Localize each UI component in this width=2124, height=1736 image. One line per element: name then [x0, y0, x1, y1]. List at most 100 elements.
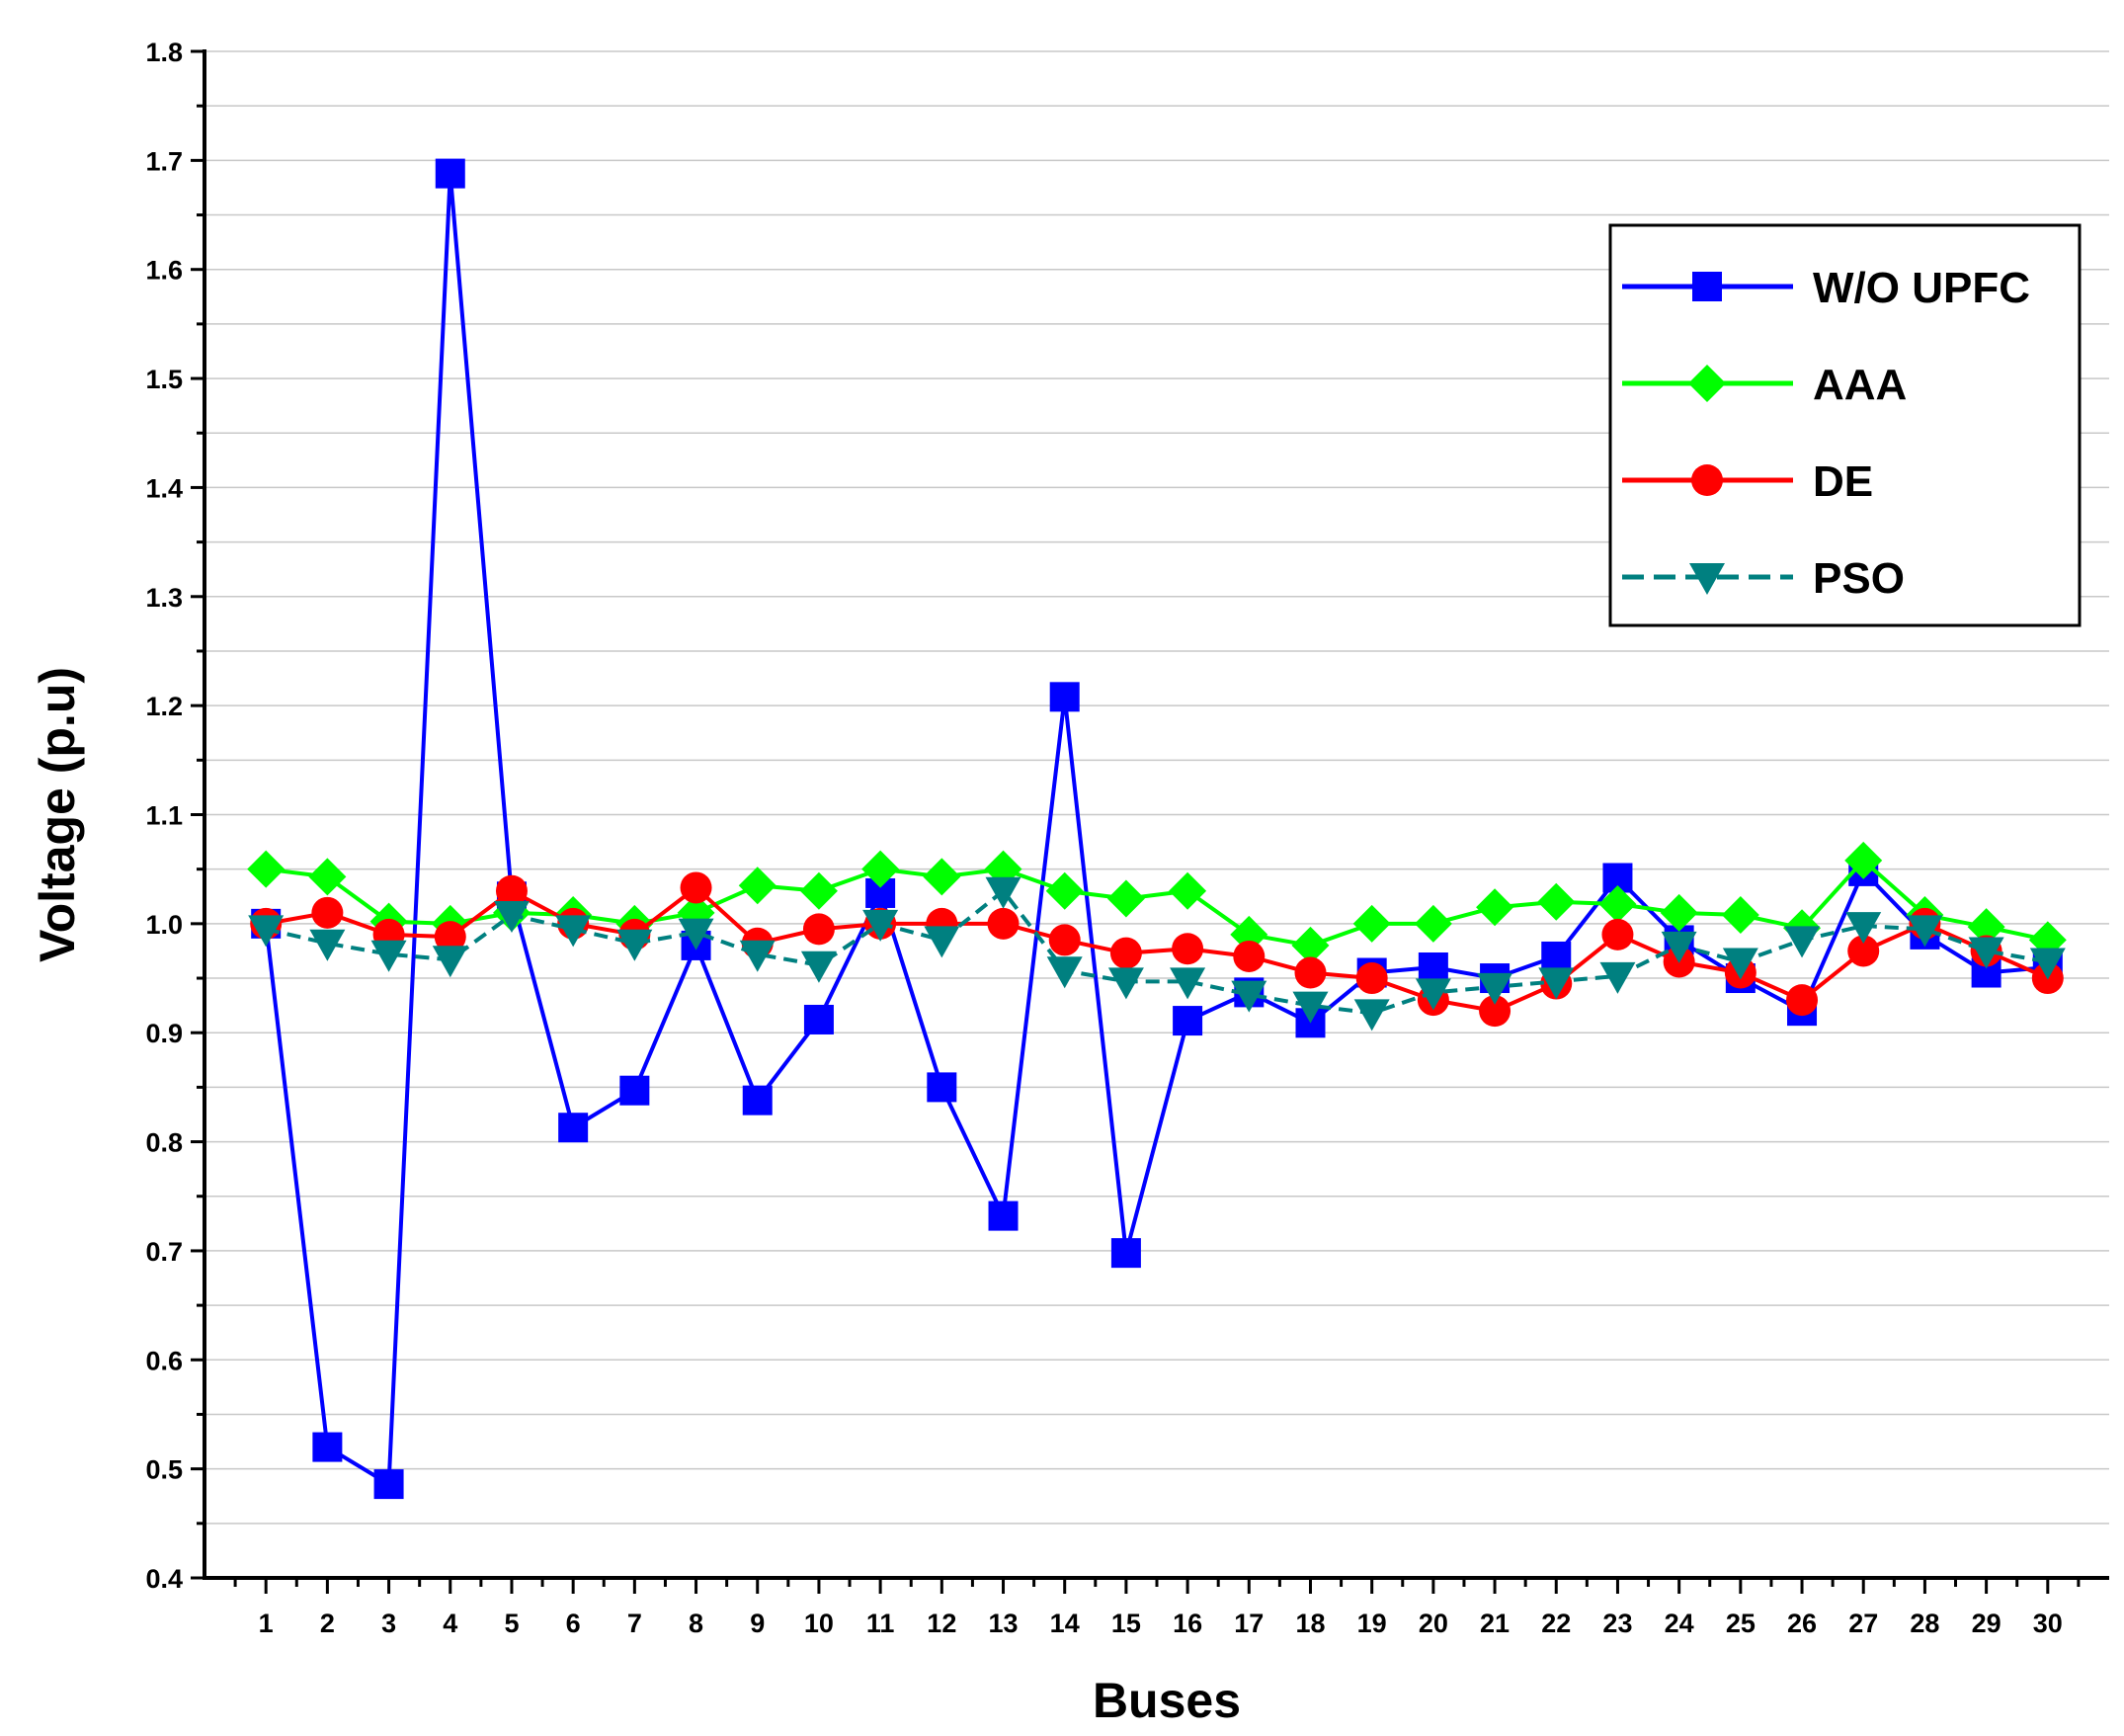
x-tick-label: 30	[2033, 1609, 2063, 1638]
data-point	[861, 850, 900, 888]
data-point	[1967, 908, 2005, 947]
data-point	[803, 1004, 834, 1034]
data-point	[1106, 879, 1145, 918]
data-point	[373, 1469, 404, 1500]
data-point	[1353, 999, 1390, 1032]
data-point	[1169, 871, 1207, 910]
x-tick-label: 15	[1111, 1609, 1141, 1638]
data-point	[248, 915, 285, 948]
data-point	[1476, 888, 1514, 927]
data-point	[985, 876, 1021, 909]
y-tick-label: 0.5	[145, 1455, 183, 1485]
x-tick-label: 11	[866, 1609, 895, 1638]
x-tick-label: 10	[804, 1609, 834, 1638]
data-point	[1477, 972, 1513, 1005]
data-point	[800, 951, 837, 983]
data-point	[1721, 896, 1759, 935]
data-point	[1049, 682, 1080, 712]
data-point	[1418, 952, 1448, 982]
data-point	[1660, 893, 1698, 932]
x-tick-label: 29	[1972, 1609, 2001, 1638]
data-point	[1784, 926, 1821, 958]
data-point	[742, 1085, 773, 1116]
y-tick-label: 0.9	[145, 1019, 183, 1048]
data-point	[802, 913, 835, 946]
x-tick-label: 8	[689, 1609, 703, 1638]
legend-label: W/O UPFC	[1813, 264, 2030, 312]
legend-item: PSO	[1622, 554, 1905, 603]
data-point	[495, 874, 528, 907]
data-point	[1415, 978, 1451, 1011]
data-point	[1414, 904, 1452, 943]
x-tick-label: 4	[443, 1609, 457, 1638]
data-point	[988, 1200, 1019, 1231]
legend: W/O UPFC AAA DE PSO	[1608, 223, 2082, 627]
data-point	[493, 901, 530, 934]
data-point	[1170, 967, 1206, 1000]
data-point	[1479, 995, 1511, 1028]
data-point	[1048, 924, 1081, 956]
y-tick-label: 0.4	[145, 1564, 183, 1594]
data-point	[619, 1075, 650, 1106]
y-tick-label: 1.2	[145, 692, 183, 721]
x-tick-label: 5	[504, 1609, 519, 1638]
data-point	[555, 915, 592, 948]
x-tick-label: 9	[750, 1609, 765, 1638]
data-point	[924, 926, 960, 958]
data-point	[2029, 948, 2066, 980]
x-tick-label: 19	[1357, 1609, 1387, 1638]
data-point	[309, 929, 346, 961]
legend-label: AAA	[1813, 361, 1907, 409]
data-point	[1786, 984, 1819, 1017]
data-point	[1107, 967, 1144, 1000]
data-point	[739, 940, 776, 972]
data-point	[862, 909, 899, 942]
x-tick-label: 20	[1419, 1609, 1448, 1638]
data-point	[927, 1072, 957, 1103]
data-point	[1231, 980, 1267, 1013]
data-point	[616, 929, 653, 961]
data-point	[738, 867, 776, 905]
y-tick-label: 1.1	[145, 801, 183, 831]
data-point	[434, 921, 466, 953]
y-axis-ticks: 0.4 0.5 0.6 0.7 0.8 0.9 1.0 1.1 1.2 1.3 1.4 1.5 1.6 1…	[145, 38, 204, 1594]
data-point	[1173, 1006, 1203, 1036]
x-tick-label: 27	[1848, 1609, 1878, 1638]
y-tick-label: 1.7	[145, 146, 183, 176]
x-tick-label: 6	[566, 1609, 581, 1638]
data-point	[923, 858, 961, 896]
data-point	[1110, 1238, 1141, 1269]
x-tick-label: 28	[1910, 1609, 1939, 1638]
data-point	[1907, 915, 1943, 948]
x-tick-label: 25	[1726, 1609, 1756, 1638]
data-point	[1109, 937, 1142, 969]
data-point	[1537, 882, 1576, 921]
data-point	[1172, 933, 1204, 965]
data-point	[247, 850, 286, 888]
x-tick-label: 17	[1234, 1609, 1264, 1638]
legend-marker	[1692, 272, 1722, 301]
data-point	[308, 858, 347, 896]
x-axis-ticks: 1 2 3 4 5 6 7 8 9 10 11 12 13 14 15 16 17 18 19 20 21 22 23 24 2…	[233, 1578, 2081, 1638]
y-tick-label: 1.3	[145, 583, 183, 613]
x-axis-title: Buses	[1093, 1673, 1241, 1728]
x-tick-label: 26	[1787, 1609, 1817, 1638]
data-point	[370, 940, 407, 972]
x-tick-label: 1	[259, 1609, 274, 1638]
data-point	[1046, 956, 1083, 989]
series-pso	[248, 876, 2066, 1032]
data-point	[312, 1432, 343, 1462]
legend-box	[1608, 223, 2082, 627]
x-tick-label: 3	[381, 1609, 396, 1638]
x-tick-label: 2	[320, 1609, 335, 1638]
x-tick-label: 7	[627, 1609, 642, 1638]
x-tick-label: 24	[1665, 1609, 1694, 1638]
x-tick-label: 16	[1173, 1609, 1202, 1638]
x-tick-label: 21	[1480, 1609, 1510, 1638]
data-point	[1538, 967, 1575, 1000]
legend-item: W/O UPFC	[1622, 264, 2030, 312]
data-point	[1847, 935, 1880, 967]
data-point	[1601, 918, 1634, 951]
data-point	[1598, 884, 1637, 923]
legend-marker	[1689, 563, 1725, 595]
